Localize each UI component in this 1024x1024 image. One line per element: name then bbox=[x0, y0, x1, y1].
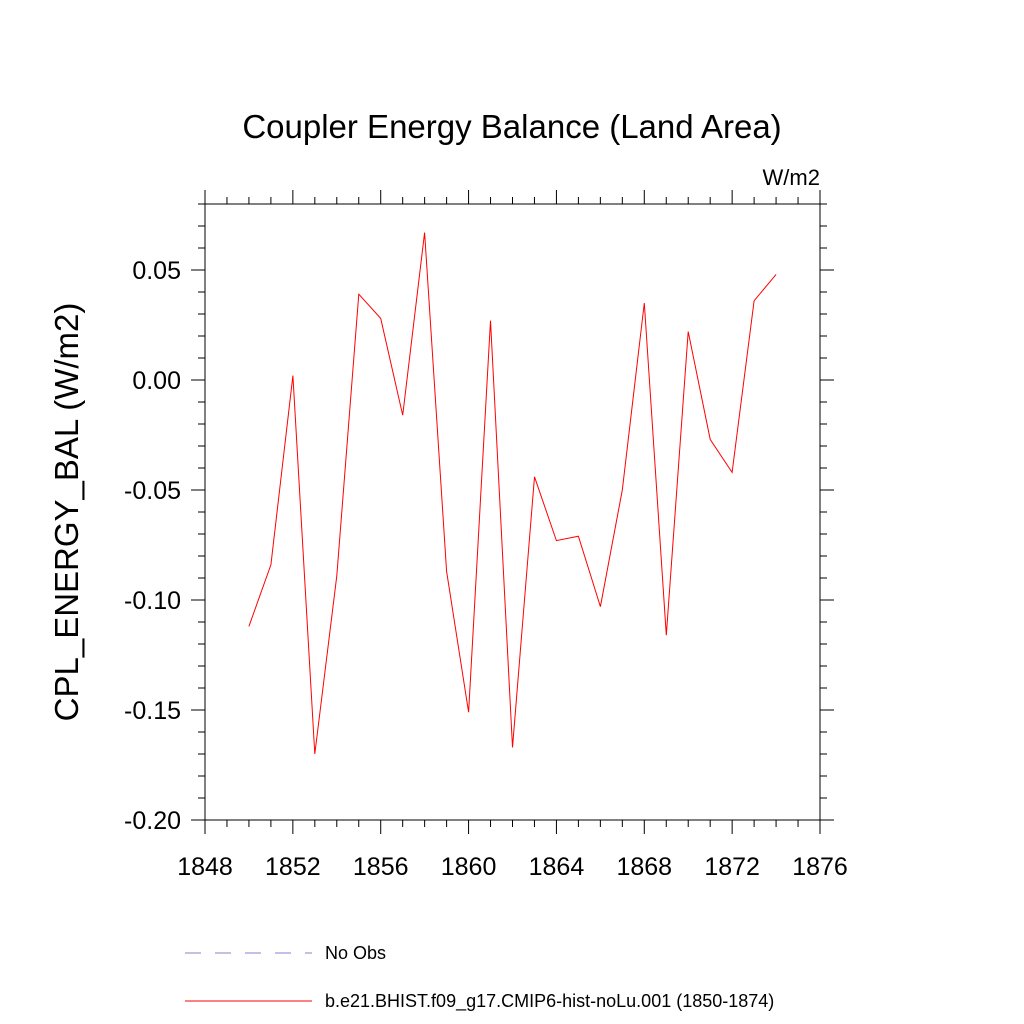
y-tick-label: -0.20 bbox=[124, 807, 181, 835]
units-label: W/m2 bbox=[763, 165, 820, 190]
series-line bbox=[248, 232, 777, 755]
y-tick-label: -0.10 bbox=[124, 587, 181, 615]
plot-frame bbox=[204, 203, 821, 821]
x-tick-label: 1860 bbox=[441, 853, 497, 881]
x-tick-label: 1872 bbox=[704, 853, 760, 881]
y-tick-label: 0.05 bbox=[132, 257, 181, 285]
x-tick-label: 1864 bbox=[529, 853, 585, 881]
y-tick-label: 0.00 bbox=[132, 367, 181, 395]
y-tick-label: -0.15 bbox=[124, 697, 181, 725]
legend: No Obs b.e21.BHIST.f09_g17.CMIP6-hist-noL… bbox=[185, 943, 774, 1012]
x-tick-label: 1848 bbox=[177, 853, 233, 881]
x-tick-label: 1856 bbox=[353, 853, 409, 881]
series-group bbox=[248, 232, 777, 755]
x-tick-label: 1852 bbox=[265, 853, 321, 881]
y-axis-label: CPL_ENERGY_BAL (W/m2) bbox=[48, 303, 85, 722]
axis-ticks: 1848 1852 1856 1860 1864 1868 1872 1876 -0.20 -0.… bbox=[124, 190, 848, 881]
x-tick-label: 1876 bbox=[792, 853, 848, 881]
legend-label: No Obs bbox=[325, 943, 386, 963]
legend-label: b.e21.BHIST.f09_g17.CMIP6-hist-noLu.001 … bbox=[325, 991, 774, 1012]
x-tick-label: 1868 bbox=[616, 853, 672, 881]
y-tick-label: -0.05 bbox=[124, 477, 181, 505]
chart-title: Coupler Energy Balance (Land Area) bbox=[242, 108, 781, 145]
